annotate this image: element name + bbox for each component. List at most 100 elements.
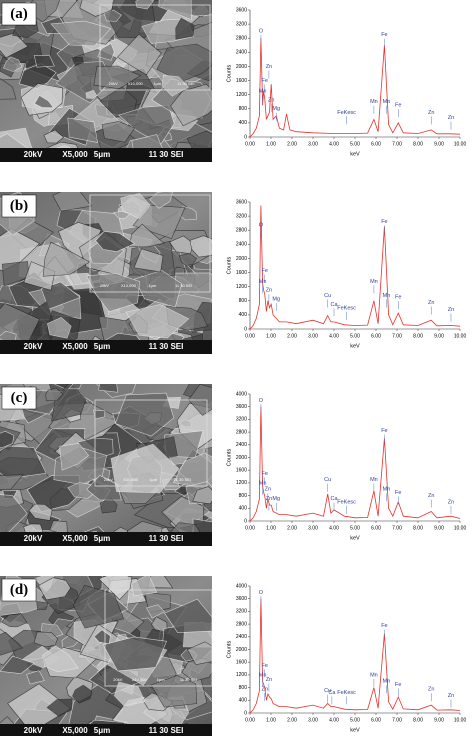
sem-bar-text: 20kV <box>24 150 43 159</box>
sem-grain <box>93 629 111 645</box>
x-tick-label: 2.00 <box>287 717 297 723</box>
peak-label: Zn <box>266 64 272 70</box>
sem-grain <box>0 655 35 675</box>
x-tick-label: 7.00 <box>392 333 402 339</box>
y-tick-label: 1200 <box>236 284 247 290</box>
peak-label: Mn <box>370 99 378 105</box>
peak-label: Fe <box>261 663 267 669</box>
inset-frame <box>89 194 211 293</box>
y-tick-label: 2000 <box>236 256 247 262</box>
sem-grain <box>133 248 164 273</box>
inset-bar-text: 20kV <box>104 477 113 482</box>
x-tick-label: 5.00 <box>350 141 360 147</box>
peak-label: Cu <box>324 293 331 299</box>
sem-grain <box>49 520 68 536</box>
x-tick-label: 4.00 <box>329 141 339 147</box>
y-tick-label: 0 <box>244 134 247 140</box>
peak-label: Mn <box>259 279 267 285</box>
y-tick-label: 2000 <box>236 64 247 70</box>
y-tick-label: 4000 <box>236 583 247 589</box>
y-tick-label: 3600 <box>236 404 247 410</box>
peak-label: Fe <box>261 78 267 84</box>
peak-label: O <box>259 590 264 596</box>
x-tick-label: 10.00 <box>454 717 467 723</box>
sem-bar-text: X5,000 <box>62 150 88 159</box>
x-tick-label: 6.00 <box>371 141 381 147</box>
sem-grain <box>42 645 79 673</box>
peak-label: Mg <box>272 106 280 112</box>
peak-label: Zn <box>265 487 271 493</box>
x-axis-label: keV <box>350 151 360 157</box>
sem-grain <box>93 65 142 90</box>
sem-grain <box>131 576 158 597</box>
x-tick-label: 8.00 <box>413 717 423 723</box>
peak-label: Zn <box>268 97 274 103</box>
sem-grain <box>98 576 133 601</box>
x-tick-label: 1.00 <box>266 141 276 147</box>
x-tick-label: 0.00 <box>245 525 255 531</box>
sem-databar <box>0 340 212 354</box>
sem-grain <box>86 273 141 313</box>
peak-label: Zn <box>266 496 272 502</box>
x-axis-label: keV <box>350 535 360 541</box>
peak-label: Fe <box>261 471 267 477</box>
sem-grain <box>186 641 212 666</box>
y-tick-label: 3200 <box>236 417 247 423</box>
y-tick-label: 2400 <box>236 50 247 56</box>
peak-label: O <box>259 222 264 228</box>
peak-label: Fe <box>381 428 387 434</box>
peak-label: Fe <box>395 490 401 496</box>
inset-bar-text: X10,000 <box>123 477 139 482</box>
y-tick-label: 4000 <box>236 391 247 397</box>
x-tick-label: 3.00 <box>308 525 318 531</box>
x-tick-label: 0.00 <box>245 141 255 147</box>
sem-bar-text: 11 30 SEI <box>149 534 184 543</box>
peak-label: Mn <box>259 480 267 486</box>
peak-label: Fe <box>381 623 387 629</box>
peak-label: Zn <box>428 687 434 693</box>
y-tick-label: 0 <box>244 710 247 716</box>
x-tick-label: 6.00 <box>371 525 381 531</box>
peak-label: Mn <box>383 487 391 493</box>
peak-label: Zn <box>266 677 272 683</box>
sem-grain <box>0 78 17 100</box>
peak-label: Fe <box>395 682 401 688</box>
panel-label: (c) <box>11 390 28 406</box>
sem-bar-text: 5μm <box>94 726 110 735</box>
x-tick-label: 7.00 <box>392 525 402 531</box>
y-tick-label: 800 <box>239 493 248 499</box>
sem-bar-text: X5,000 <box>62 726 88 735</box>
inset-bar-text: 11 30 SEI <box>174 477 191 482</box>
sem-bar-text: 11 30 SEI <box>149 726 184 735</box>
y-tick-label: 400 <box>239 120 248 126</box>
y-tick-label: 400 <box>239 698 248 704</box>
peak-label: Mg <box>272 496 280 502</box>
sem-grain <box>33 94 55 109</box>
y-tick-label: 2000 <box>236 455 247 461</box>
peak-label: Fe <box>381 32 387 38</box>
y-tick-label: 3200 <box>236 609 247 615</box>
inset-bar-text: 11 30 SEI <box>180 677 197 682</box>
y-tick-label: 3600 <box>236 7 247 13</box>
x-tick-label: 8.00 <box>413 525 423 531</box>
sem-bar-text: 5μm <box>94 150 110 159</box>
sem-grain <box>99 497 118 514</box>
y-tick-label: 2800 <box>236 429 247 435</box>
sem-grain <box>1 613 28 628</box>
peak-label: Zn <box>448 307 454 313</box>
y-tick-label: 0 <box>244 326 247 332</box>
sem-grain <box>161 74 189 97</box>
inset-frame <box>104 589 212 687</box>
peak-label: FeKesc <box>337 499 356 505</box>
y-tick-label: 3600 <box>236 596 247 602</box>
y-tick-label: 400 <box>239 506 248 512</box>
sem-bar-text: X5,000 <box>62 342 88 351</box>
sem-grain <box>116 33 162 76</box>
x-tick-label: 3.00 <box>308 717 318 723</box>
sem-grain <box>150 675 198 708</box>
inset-bar-text: 1μm <box>148 283 157 288</box>
x-tick-label: 2.00 <box>287 333 297 339</box>
y-axis-label: Counts <box>226 257 232 275</box>
y-tick-label: 400 <box>239 312 248 318</box>
x-tick-label: 6.00 <box>371 333 381 339</box>
